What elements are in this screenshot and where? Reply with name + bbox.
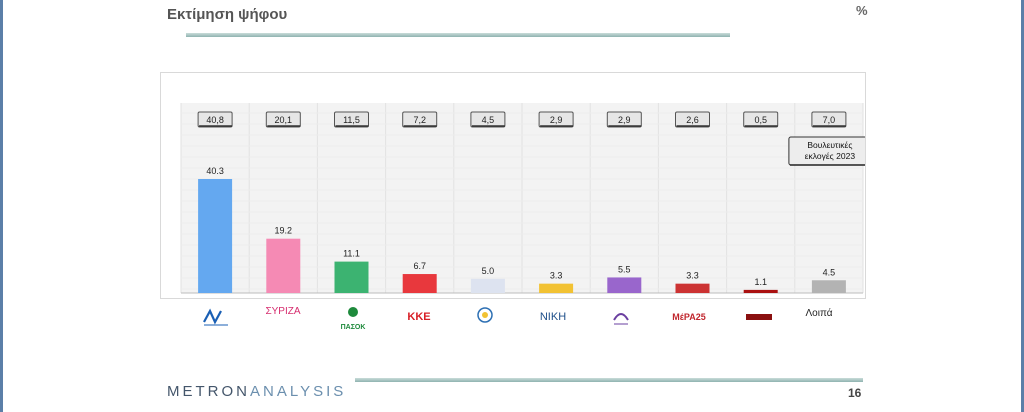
page-number: 16 (848, 386, 862, 400)
bar (675, 283, 710, 293)
plefsi-logo-icon (594, 306, 648, 328)
data-label: 1.1 (754, 277, 767, 287)
brand-logo: METRONANALYSIS (167, 383, 347, 400)
reference-box (470, 111, 506, 128)
reference-box (606, 111, 642, 128)
spartiates-logo-icon (732, 306, 786, 328)
niki-logo-icon: ΝΙΚΗ (539, 311, 567, 323)
reference-box (811, 111, 847, 128)
bar (743, 289, 778, 293)
reference-label: 2,6 (686, 115, 699, 125)
footer-line (355, 378, 863, 382)
kke-logo-icon: ΚΚΕ (407, 311, 431, 323)
reference-label: 2,9 (550, 115, 563, 125)
bar (198, 179, 233, 293)
reference-label: 7,0 (823, 115, 836, 125)
data-label: 3.3 (550, 271, 563, 281)
reference-box (675, 111, 710, 128)
reference-label: 4,5 (482, 115, 495, 125)
bar (402, 274, 437, 293)
unit-label: % (856, 3, 868, 18)
reference-box (265, 111, 301, 128)
others-label: Λοιπά (805, 308, 833, 319)
title-underline (186, 33, 730, 37)
reference-label: 2,9 (618, 115, 631, 125)
right-border (1021, 0, 1024, 412)
reference-label: 0,5 (754, 115, 767, 125)
bar (470, 278, 505, 293)
reference-label: 11,5 (343, 115, 360, 125)
mera25-logo-icon: ΜέΡΑ25 (672, 312, 706, 322)
bar (334, 261, 369, 293)
bar (266, 238, 301, 293)
data-label: 19.2 (275, 226, 293, 236)
data-label: 4.5 (823, 267, 836, 277)
reference-box (538, 111, 574, 128)
reference-note-line-1: Βουλευτικές (807, 140, 852, 150)
bar-chart: 40.3 40,8 19.2 20,1 11.1 11,5 6.7 7,2 5.0 4,5 3.3 2… (180, 103, 865, 294)
data-label: 5.5 (618, 264, 631, 274)
left-border (0, 0, 3, 412)
reference-note-line-2: εκλογές 2023 (805, 151, 856, 161)
nd-logo-icon (190, 306, 244, 328)
elliniki-lysi-logo-icon (458, 306, 512, 328)
reference-box (743, 111, 779, 128)
reference-label: 7,2 (413, 115, 426, 125)
bar (539, 283, 574, 293)
reference-box (402, 111, 438, 128)
pasok-logo-icon: ΠΑΣΟΚ (326, 306, 380, 331)
reference-box (334, 111, 369, 128)
bar (607, 277, 642, 293)
reference-box (197, 111, 233, 128)
reference-label: 40,8 (206, 115, 224, 125)
page-title: Εκτίμηση ψήφου (167, 6, 288, 23)
data-label: 3.3 (686, 271, 699, 281)
data-label: 5.0 (482, 266, 495, 276)
reference-label: 20,1 (275, 115, 293, 125)
bar (811, 280, 846, 293)
data-label: 11.1 (343, 249, 360, 259)
syriza-logo-icon: ΣΥΡΙΖΑ (265, 306, 301, 317)
data-label: 40.3 (206, 166, 224, 176)
data-label: 6.7 (413, 261, 426, 271)
chart-frame: 40.3 40,8 19.2 20,1 11.1 11,5 6.7 7,2 5.0 4,5 3.3 2… (160, 72, 866, 299)
